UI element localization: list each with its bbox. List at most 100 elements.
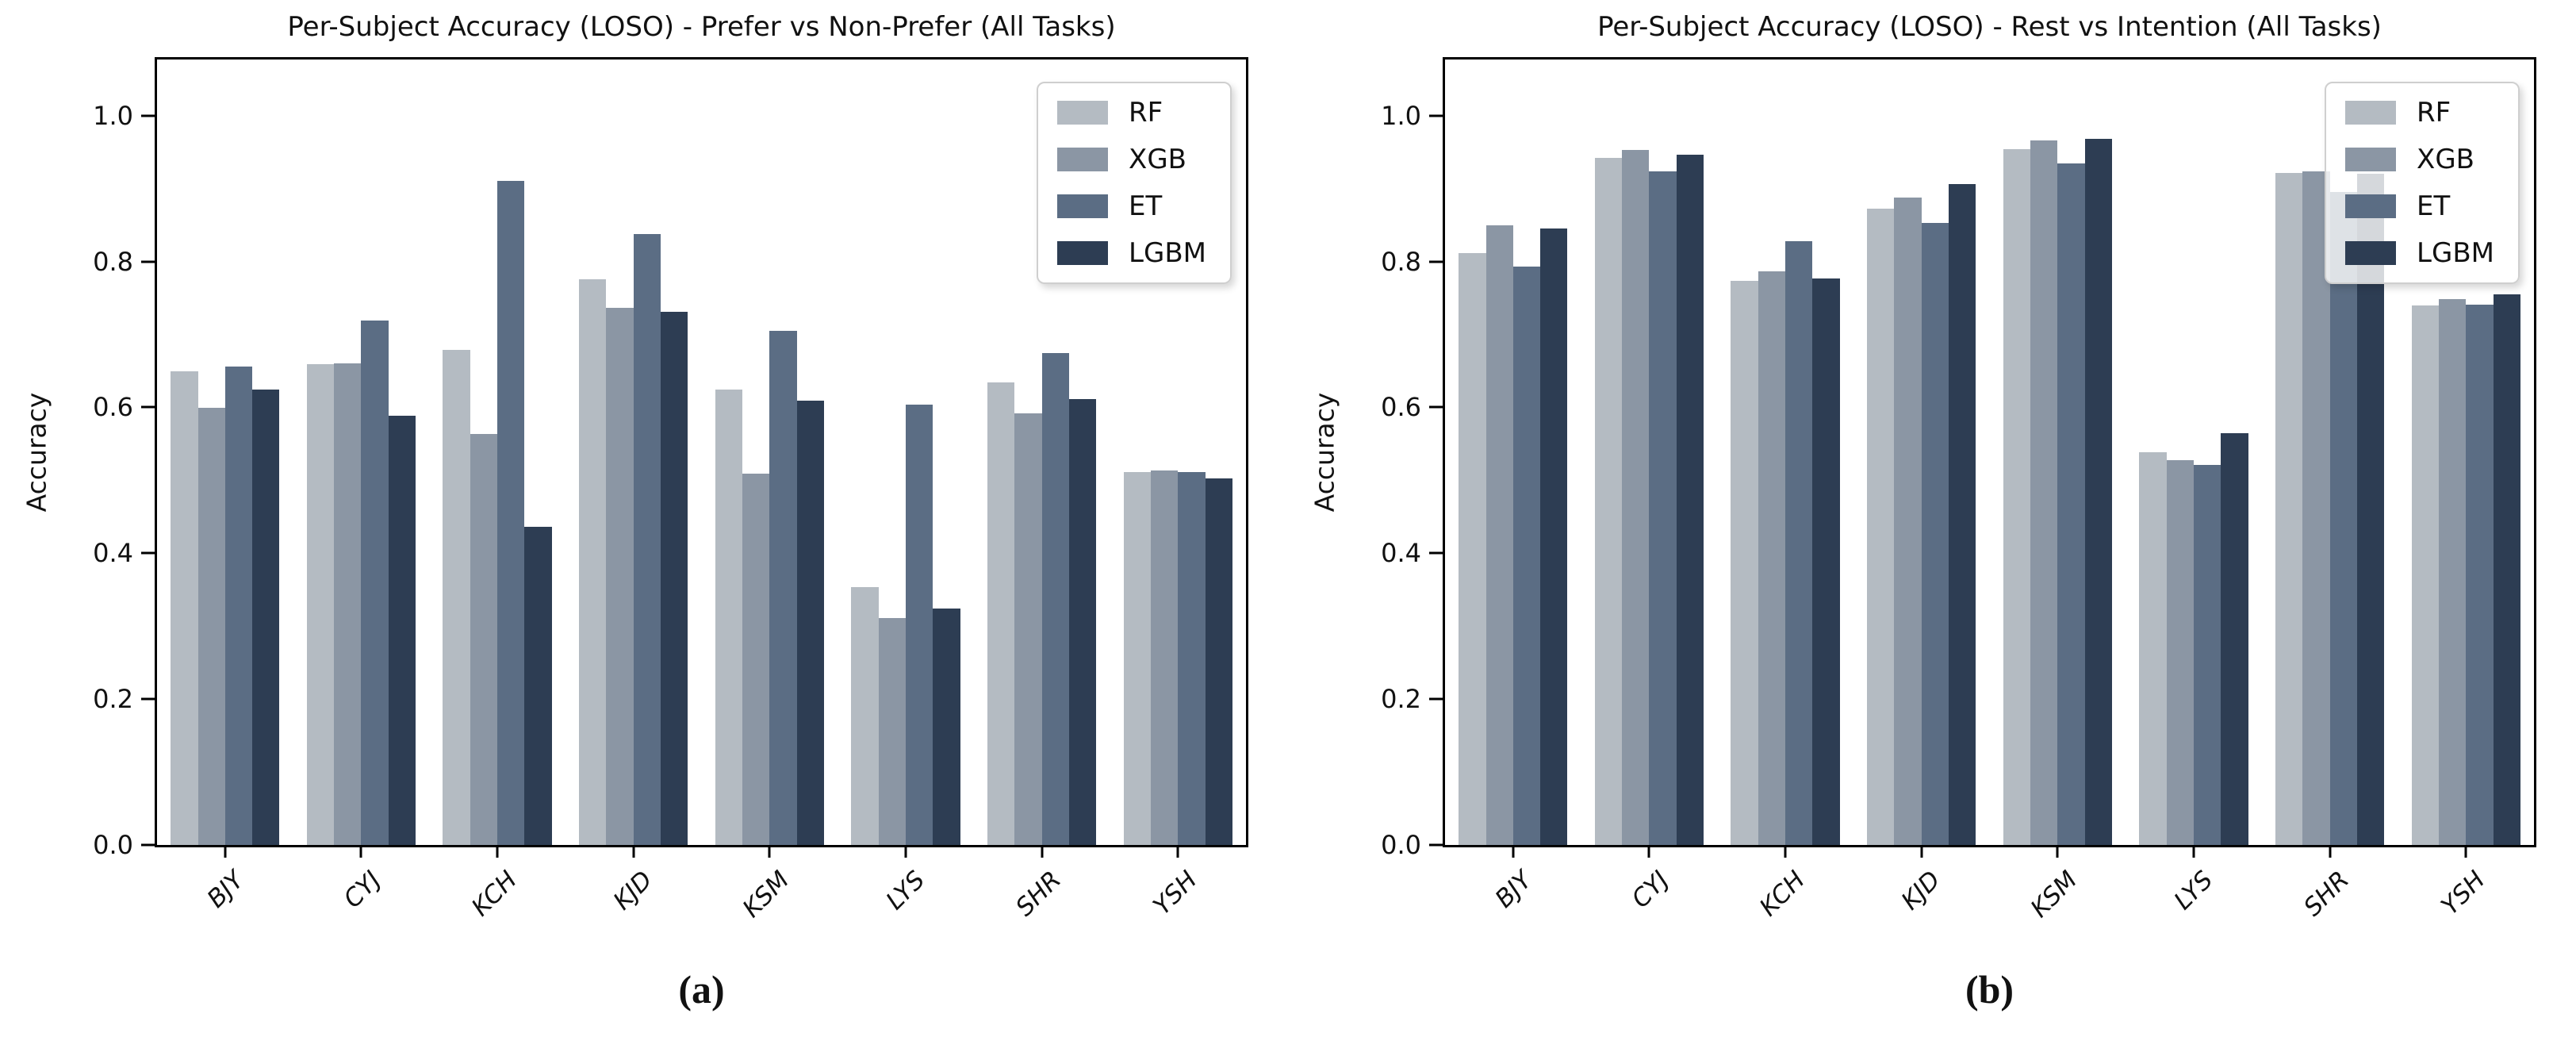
y-tick-mark: [1429, 843, 1443, 847]
bar-group: [429, 60, 565, 845]
y-tick-mark: [141, 697, 155, 701]
y-tick-mark: [1429, 260, 1443, 263]
bar-group: [1853, 60, 1990, 845]
y-tick-label: 0.6: [1381, 392, 1421, 423]
bar-rf-shr: [2275, 173, 2303, 845]
x-tick-label: KCH: [466, 866, 523, 923]
bar-lgbm-ksm: [796, 401, 824, 845]
bar-rf-kch: [1731, 281, 1758, 845]
chart-title: Per-Subject Accuracy (LOSO) - Rest vs In…: [1597, 11, 2382, 43]
legend: RF XGB ET LGBM: [2325, 82, 2520, 284]
x-tick-mark: [1784, 846, 1787, 858]
legend-item: RF: [1057, 99, 1206, 126]
x-tick-slot: SHR: [2262, 845, 2398, 988]
x-tick-mark: [632, 846, 635, 858]
bar-group: [1581, 60, 1718, 845]
x-tick-slot: KJD: [1853, 845, 1990, 988]
x-tick-label: KJD: [608, 866, 659, 916]
bar-xgb-lys: [2166, 459, 2194, 845]
y-tick-label: 1.0: [1381, 100, 1421, 131]
y-tick-label: 0.2: [1381, 684, 1421, 715]
x-tick-slot: KSM: [1990, 845, 2126, 988]
x-tick-slot: LYS: [838, 845, 974, 988]
x-tick-slot: KCH: [1717, 845, 1853, 988]
x-tick-mark: [1647, 846, 1650, 858]
legend-item: RF: [2345, 99, 2494, 126]
bar-lgbm-ksm: [2084, 139, 2112, 845]
y-tick-mark: [141, 551, 155, 555]
bar-group: [838, 60, 974, 845]
bar-xgb-shr: [2302, 171, 2330, 845]
bar-et-bjy: [224, 367, 253, 845]
x-tick-label: KSM: [2025, 866, 2083, 924]
x-tick-label: LYS: [880, 866, 931, 916]
bar-et-kjd: [633, 233, 661, 845]
legend-label: XGB: [2417, 144, 2475, 175]
x-tick-slot: LYS: [2126, 845, 2262, 988]
bar-lgbm-ysh: [1205, 478, 1232, 845]
bar-xgb-ysh: [2438, 299, 2467, 845]
y-axis-label: Accuracy: [21, 392, 52, 513]
bar-rf-lys: [851, 586, 879, 845]
bar-et-ysh: [2466, 304, 2494, 845]
x-tick-mark: [1041, 846, 1044, 858]
legend-swatch-lgbm: [1057, 241, 1109, 265]
bar-rf-shr: [987, 382, 1015, 845]
bar-xgb-kjd: [1894, 197, 1922, 845]
bar-lgbm-bjy: [252, 390, 280, 845]
bar-xgb-cyj: [1622, 149, 1650, 845]
y-tick-label: 0.0: [1381, 830, 1421, 860]
bar-et-cyj: [1649, 171, 1677, 845]
x-tick-label: KCH: [1754, 866, 1811, 923]
bar-et-ksm: [2057, 163, 2085, 845]
legend-swatch-xgb: [2345, 148, 2397, 171]
bar-et-kch: [1785, 240, 1813, 845]
y-tick-mark: [141, 114, 155, 117]
legend-item: XGB: [1057, 146, 1206, 173]
y-tick-label: 0.8: [93, 246, 133, 277]
y-axis-label: Accuracy: [1309, 392, 1340, 513]
bar-lgbm-kjd: [661, 312, 688, 845]
y-tick-mark: [141, 260, 155, 263]
bar-rf-lys: [2139, 452, 2167, 845]
x-tick-label: SHR: [2298, 866, 2356, 923]
y-tick-label: 0.8: [1381, 246, 1421, 277]
bar-xgb-kjd: [606, 308, 634, 845]
bar-lgbm-kjd: [1949, 184, 1976, 845]
y-tick-mark: [1429, 551, 1443, 555]
bar-rf-ysh: [1123, 472, 1151, 845]
x-tick-slot: KCH: [429, 845, 565, 988]
bar-rf-ysh: [2411, 305, 2439, 845]
x-axis-labels: BJY CYJ KCH KJD KSM LYS SHR YSH: [157, 845, 1246, 988]
bar-groups: [157, 60, 1246, 845]
x-tick-mark: [1512, 846, 1515, 858]
bar-xgb-ksm: [742, 474, 770, 845]
legend-swatch-rf: [1057, 101, 1109, 125]
bar-lgbm-shr: [2356, 174, 2385, 845]
x-tick-slot: CYJ: [1581, 845, 1718, 988]
y-tick-mark: [1429, 697, 1443, 701]
x-tick-mark: [359, 846, 362, 858]
x-tick-mark: [496, 846, 499, 858]
bar-rf-kjd: [1867, 208, 1895, 845]
bar-group: [2126, 60, 2262, 845]
bar-group: [1110, 60, 1246, 845]
x-tick-slot: YSH: [2398, 845, 2534, 988]
x-tick-label: CYJ: [338, 866, 386, 914]
y-tick-label: 0.6: [93, 392, 133, 423]
x-tick-label: SHR: [1010, 866, 1068, 923]
bar-lgbm-lys: [933, 609, 960, 845]
bar-group: [1990, 60, 2126, 845]
bar-rf-bjy: [1459, 252, 1486, 845]
bar-et-kch: [497, 180, 525, 845]
y-tick-label: 0.4: [1381, 538, 1421, 569]
plot-area: 0.0 0.2 0.4 0.6 0.8 1.0 BJY CYJ KCH KJD KSM LYS SHR Y…: [1381, 57, 2536, 924]
bar-xgb-lys: [878, 618, 906, 845]
bar-group: [1445, 60, 1581, 845]
x-tick-mark: [904, 846, 907, 858]
y-tick-label: 0.0: [93, 830, 133, 860]
x-tick-label: BJY: [1489, 866, 1539, 914]
x-tick-slot: BJY: [1445, 845, 1581, 988]
bar-xgb-kch: [1758, 271, 1786, 845]
bar-et-shr: [2329, 192, 2357, 845]
